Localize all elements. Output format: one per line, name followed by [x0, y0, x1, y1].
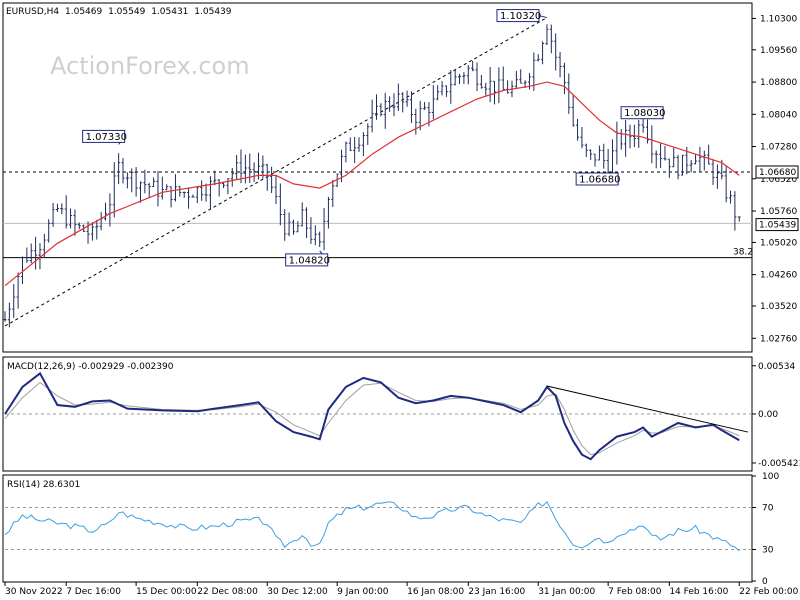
macd-y-tick-label: -0.005421 [758, 459, 800, 469]
x-tick-label: 22 Dec 08:00 [197, 587, 258, 597]
x-tick-label: 9 Jan 00:00 [337, 587, 389, 597]
macd-y-tick-label: 0.00 [758, 410, 778, 420]
macd-series-line-0 [4, 381, 740, 456]
x-tick-label: 14 Feb 16:00 [669, 587, 728, 597]
rsi-y-tick-label: 0 [762, 577, 768, 587]
macd-series-line-1 [4, 371, 740, 461]
price-y-tick-label: 1.08800 [760, 78, 797, 88]
rsi-y-tick-label: 30 [762, 546, 774, 556]
price-y-tick-label: 1.05020 [760, 238, 797, 248]
annotation-box-2 [496, 9, 540, 23]
current-price-tag-label: 1.05439 [759, 221, 796, 231]
current-price-tag [755, 218, 799, 232]
price-trendline [4, 17, 548, 327]
price-y-tick-label: 1.07280 [760, 143, 797, 153]
x-tick-label: 16 Jan 08:00 [407, 587, 464, 597]
rsi-y-tick-label: 70 [762, 504, 774, 514]
annotation-label-1: 1.04820 [289, 255, 330, 266]
annotation-box-0 [82, 129, 126, 143]
fib-level-label: 38.2 [733, 248, 753, 258]
price-y-tick-label: 1.04260 [760, 271, 797, 281]
rsi-line-0 [4, 500, 740, 552]
x-tick-label: 15 Dec 00:00 [136, 587, 197, 597]
annotation-box-4 [575, 172, 619, 186]
symbol-label: EURUSD,H4 1.05469 1.05549 1.05431 1.0543… [6, 7, 232, 17]
x-tick-label: 23 Jan 16:00 [468, 587, 525, 597]
close-value: 1.05439 [194, 7, 231, 17]
annotation-label-0: 1.07330 [86, 132, 127, 143]
x-tick-label: 22 Feb 00:00 [739, 587, 798, 597]
annotation-label-2: 1.10320 [500, 11, 541, 22]
x-axis-layer: 30 Nov 2022 7 Dec 16:00 15 Dec 00:00 22 Dec… [4, 582, 799, 597]
macd-y-tick-label: 0.00534 [758, 362, 795, 372]
annotation-box-3 [620, 106, 664, 120]
level-price-tag [755, 165, 799, 179]
level-price-tag-label: 1.06680 [759, 168, 796, 178]
price-y-tick-label: 1.09560 [760, 46, 797, 56]
macd-layer [4, 371, 752, 461]
price-y-tick-label: 1.06520 [760, 175, 797, 185]
rsi-label: RSI(14) 28.6301 [7, 480, 80, 490]
x-tick-label: 7 Dec 16:00 [66, 587, 121, 597]
annotation-label-3: 1.08030 [624, 108, 665, 119]
macd-label: MACD(12,26,9) -0.002929 -0.002390 [7, 362, 174, 372]
price-y-tick-label: 1.03520 [760, 302, 797, 312]
annotation-box-1 [285, 253, 329, 267]
y-axis-layer: 1.10300 1.09560 1.08800 1.08040 1.07280 1.065… [752, 14, 800, 587]
high-value: 1.05549 [108, 7, 145, 17]
open-value: 1.05469 [65, 7, 102, 17]
rsi-pane-frame [2, 474, 753, 583]
moving-average-line [4, 81, 740, 287]
rsi-layer [4, 500, 752, 552]
price-layer: 38.2 1.07330 1.04820 1.10320 1.08030 1.06680 [3, 9, 753, 328]
x-tick-label: 7 Feb 08:00 [608, 587, 662, 597]
watermark: ActionForex.com [50, 52, 250, 80]
price-pane-frame [2, 2, 753, 353]
price-y-tick-label: 1.10300 [760, 14, 797, 24]
symbol-name: EURUSD,H4 [6, 7, 59, 17]
annotation-label-4: 1.06680 [579, 174, 620, 185]
x-tick-label: 30 Nov 2022 [5, 587, 63, 597]
price-y-tick-label: 1.08040 [760, 110, 797, 120]
rsi-y-tick-label: 100 [762, 472, 779, 482]
x-tick-label: 30 Dec 12:00 [267, 587, 328, 597]
low-value: 1.05431 [151, 7, 188, 17]
annotation-leader-2 [538, 15, 548, 19]
macd-trendline [546, 385, 749, 433]
price-y-tick-label: 1.02760 [760, 334, 797, 344]
x-tick-label: 31 Jan 00:00 [538, 587, 595, 597]
price-y-tick-label: 1.05760 [760, 207, 797, 217]
